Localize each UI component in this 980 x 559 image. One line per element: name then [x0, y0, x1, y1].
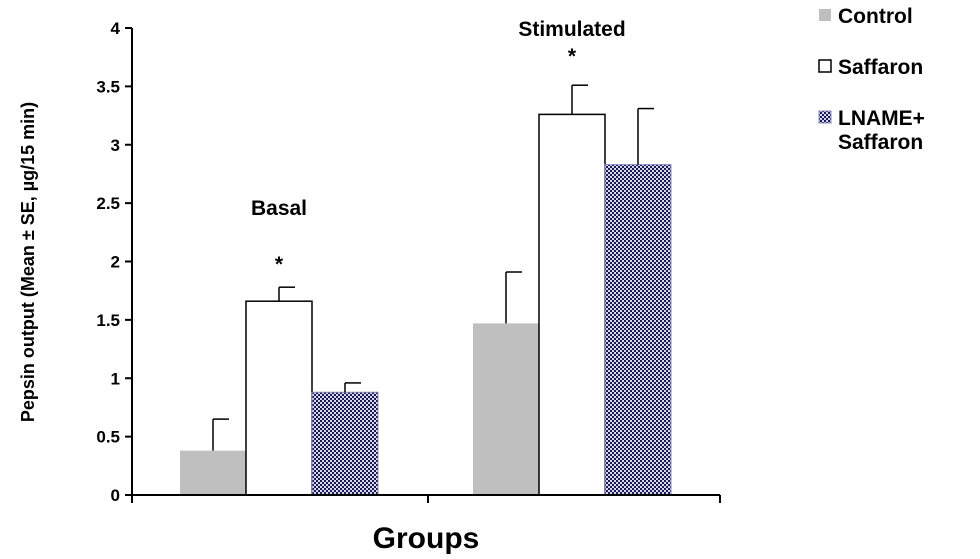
- annotations-layer: Basal * Stimulated *: [251, 18, 626, 276]
- y-tick-label: 3: [111, 136, 120, 155]
- ticks-layer: 0 0.5 1 1.5 2 2.5 3 3.5 4: [96, 19, 721, 505]
- y-tick-label: 2.5: [96, 194, 120, 213]
- y-tick-label: 1.5: [96, 311, 120, 330]
- significance-marker: *: [275, 253, 284, 276]
- y-tick-label: 1: [111, 369, 120, 388]
- bar-lname-saffaron-basal: [311, 391, 379, 496]
- legend-label-control: Control: [838, 5, 913, 28]
- legend-label-lname-saffaron: LNAME+ Saffaron: [838, 107, 925, 154]
- bar-saffaron-stimulated: [538, 113, 606, 496]
- bar-lname-saffaron-stimulated: [604, 164, 672, 496]
- y-tick-label: 0: [111, 486, 120, 505]
- bars-layer: [180, 84, 672, 496]
- bar-control-basal: [180, 450, 246, 495]
- legend-label-saffaron: Saffaron: [838, 56, 923, 79]
- x-axis-title: Groups: [373, 522, 480, 555]
- bar-control-stimulated: [473, 323, 539, 495]
- y-tick-label: 3.5: [96, 77, 120, 96]
- bar-saffaron-basal: [245, 300, 313, 496]
- significance-marker: *: [568, 45, 577, 68]
- x-tick-placeholder: [132, 495, 280, 503]
- y-tick-label: 2: [111, 253, 120, 272]
- y-axis-title: Pepsin output (Mean ± SE, µg/15 min): [18, 102, 38, 422]
- legend-swatch-control: [819, 9, 831, 21]
- y-tick-label: 4: [111, 19, 121, 38]
- legend-swatch-lname-saffaron: [818, 110, 832, 124]
- legend-swatch-saffaron: [818, 59, 832, 73]
- legend: Control Saffaron LNAME+ Saffaron: [818, 5, 925, 154]
- x-tick-placeholder: [132, 495, 429, 503]
- group-label-stimulated: Stimulated: [518, 18, 625, 41]
- y-tick-label: 0.5: [96, 428, 120, 447]
- group-label-basal: Basal: [251, 197, 307, 220]
